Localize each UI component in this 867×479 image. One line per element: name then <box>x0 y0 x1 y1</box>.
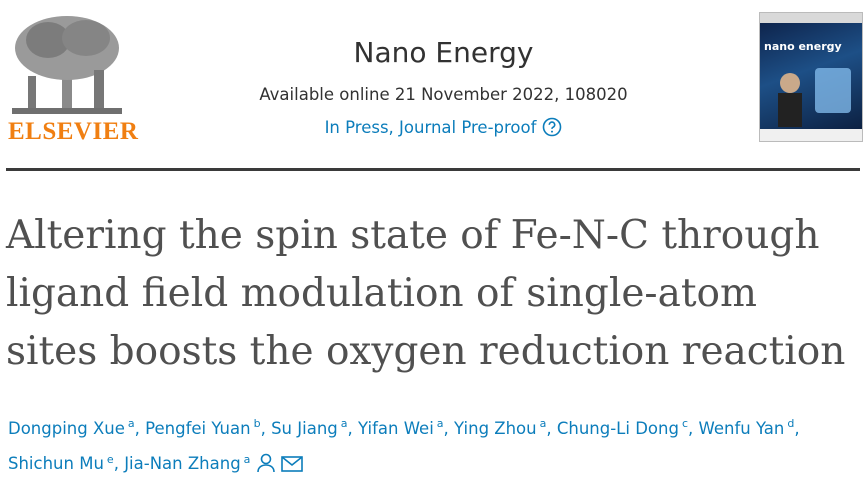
author-name[interactable]: Shichun Mu <box>8 454 104 473</box>
affiliation-mark[interactable]: b <box>253 417 261 430</box>
author-list: Dongping Xue a, Pengfei Yuan b, Su Jiang a,… <box>8 408 858 479</box>
author-name[interactable]: Pengfei Yuan <box>145 418 251 438</box>
affiliation-mark[interactable]: e <box>106 452 114 466</box>
author: Jia-Nan Zhang a <box>124 452 304 473</box>
separator: , <box>688 418 694 438</box>
cover-art <box>760 13 862 141</box>
author: Dongping Xue a, <box>8 417 140 438</box>
author: Ying Zhou a, <box>454 417 552 438</box>
article-title: Altering the spin state of Fe-N-C throug… <box>6 207 845 381</box>
author-name[interactable]: Chung-Li Dong <box>556 418 679 438</box>
separator: , <box>113 454 119 473</box>
status-row: In Press, Journal Pre-proof <box>0 117 867 137</box>
affiliation-mark[interactable]: a <box>340 417 348 430</box>
separator: , <box>794 418 800 438</box>
author: Su Jiang a, <box>271 417 353 438</box>
author: Shichun Mu e, <box>8 452 119 474</box>
title-line: sites boosts the oxygen reduction reacti… <box>6 329 846 374</box>
author: Yifan Wei a, <box>358 417 449 438</box>
affiliation-mark[interactable]: a <box>436 417 444 430</box>
author-name[interactable]: Yifan Wei <box>358 418 434 438</box>
affiliation-mark[interactable]: a <box>127 417 135 430</box>
author: Pengfei Yuan b, <box>145 417 266 438</box>
author: Chung-Li Dong c, <box>556 417 694 438</box>
affiliation-mark[interactable]: a <box>539 417 547 430</box>
separator: , <box>443 418 449 438</box>
help-icon[interactable] <box>542 117 562 137</box>
journal-title[interactable]: Nano Energy <box>353 36 534 69</box>
divider <box>6 168 860 171</box>
status[interactable]: In Press, Journal Pre-proof <box>324 118 537 137</box>
author-name[interactable]: Ying Zhou <box>454 418 537 438</box>
author: Wenfu Yan d, <box>698 417 800 438</box>
cover-title: nano energy <box>764 40 842 53</box>
separator: , <box>546 418 552 438</box>
title-line: Altering the spin state of Fe-N-C throug… <box>6 213 820 258</box>
publisher-name: ELSEVIER <box>8 118 139 145</box>
publisher-logo-tree <box>12 16 122 114</box>
journal-cover[interactable]: nano energy <box>759 12 863 142</box>
author-name[interactable]: Su Jiang <box>271 418 338 438</box>
title-line: ligand field modulation of single-atom <box>6 271 757 316</box>
affiliation-mark[interactable]: d <box>787 417 795 430</box>
author-name[interactable]: Wenfu Yan <box>698 418 785 438</box>
online-date: Available online 21 November 2022, 10802… <box>259 85 628 104</box>
affiliation-mark[interactable]: c <box>681 417 688 430</box>
separator: , <box>347 418 353 438</box>
separator: , <box>260 418 266 438</box>
contact-icons[interactable] <box>256 453 304 473</box>
separator: , <box>134 418 140 438</box>
affiliation-mark[interactable]: a <box>243 452 251 466</box>
author-name[interactable]: Dongping Xue <box>8 418 125 438</box>
author-name[interactable]: Jia-Nan Zhang <box>124 454 241 473</box>
